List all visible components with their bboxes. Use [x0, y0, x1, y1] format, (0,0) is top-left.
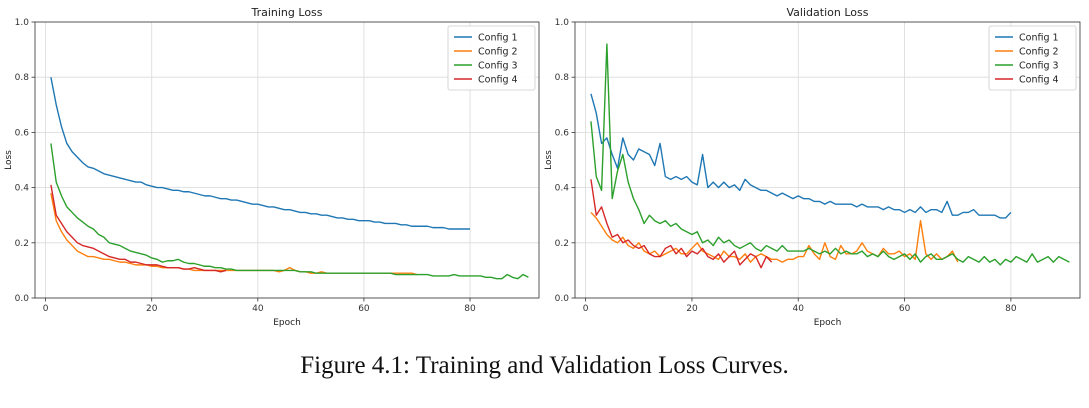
y-tick-label: 0.4: [15, 184, 30, 194]
x-tick-label: 0: [583, 304, 589, 314]
series-line-config-2: [50, 192, 418, 276]
x-tick-label: 40: [252, 304, 264, 314]
series-line-config-3: [50, 143, 529, 280]
series-line-config-1: [50, 77, 471, 230]
y-tick-label: 0.0: [555, 294, 570, 304]
series-line-config-2: [590, 211, 959, 263]
y-tick-label: 0.4: [555, 184, 570, 194]
legend-label: Config 3: [1019, 61, 1059, 72]
series-line-config-1: [590, 93, 1012, 219]
y-tick-label: 1.0: [15, 18, 30, 28]
legend-label: Config 4: [478, 75, 518, 86]
y-tick-label: 0.8: [15, 73, 30, 83]
x-tick-label: 0: [43, 304, 49, 314]
y-axis-label: Loss: [4, 150, 14, 170]
plot-frame: [574, 21, 1081, 299]
x-tick-label: 80: [1005, 304, 1017, 314]
series-line-config-4: [590, 179, 773, 269]
y-tick-label: 0.2: [555, 239, 569, 249]
y-tick-label: 0.2: [15, 239, 29, 249]
legend-label: Config 4: [1019, 75, 1059, 86]
legend-box: [447, 25, 536, 91]
series-line-config-4: [50, 184, 227, 273]
x-tick-label: 20: [146, 304, 158, 314]
y-tick-label: 0.8: [555, 73, 570, 83]
x-axis-label: Epoch: [814, 318, 842, 328]
training-loss-chart: 0 20 40 60 80 0.0 0.2 0.4 0.6 0.8 1.0 Training Loss…: [4, 6, 540, 328]
legend-label: Config 3: [478, 61, 518, 72]
x-tick-label: 80: [464, 304, 476, 314]
x-tick-label: 60: [899, 304, 911, 314]
x-axis-label: Epoch: [273, 318, 301, 328]
y-tick-label: 1.0: [555, 18, 570, 28]
chart-title: Validation Loss: [787, 6, 869, 19]
legend-label: Config 1: [478, 33, 518, 44]
figure-canvas: 0 20 40 60 80 0.0 0.2 0.4 0.6 0.8 1.0 Training Loss…: [4, 6, 1081, 328]
plot-frame: [34, 21, 540, 299]
x-tick-label: 20: [686, 304, 698, 314]
legend-label: Config 2: [478, 47, 518, 58]
legend-box: [988, 25, 1077, 91]
x-tick-label: 60: [358, 304, 370, 314]
chart-title: Training Loss: [250, 6, 322, 19]
figure-caption: Figure 4.1: Training and Validation Loss…: [300, 352, 789, 379]
legend-label: Config 2: [1019, 47, 1059, 58]
y-tick-label: 0.0: [15, 294, 30, 304]
validation-loss-chart: 0 20 40 60 80 0.0 0.2 0.4 0.6 0.8 1.0 Validation Lo…: [544, 6, 1081, 328]
y-tick-label: 0.6: [555, 128, 570, 138]
y-axis-label: Loss: [544, 150, 554, 170]
y-tick-label: 0.6: [15, 128, 30, 138]
series-line-config-3: [590, 43, 1070, 266]
legend-label: Config 1: [1019, 33, 1059, 44]
x-tick-label: 40: [793, 304, 805, 314]
